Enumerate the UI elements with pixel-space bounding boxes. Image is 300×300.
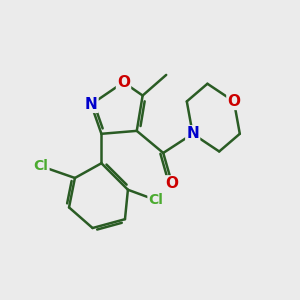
Text: Cl: Cl: [148, 193, 163, 207]
Text: O: O: [227, 94, 240, 109]
Text: N: N: [85, 97, 98, 112]
Text: N: N: [186, 126, 199, 141]
Text: O: O: [117, 75, 130, 90]
Text: Cl: Cl: [34, 159, 49, 173]
Text: O: O: [166, 176, 178, 191]
